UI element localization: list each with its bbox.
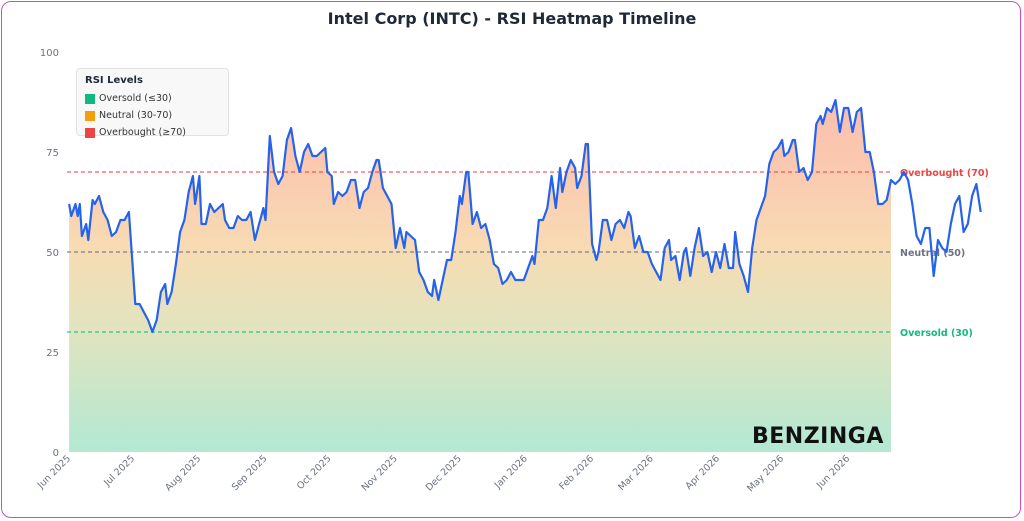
y-tick-label: 100 [40,48,59,59]
legend-swatch [85,127,95,138]
legend: RSI Levels Oversold (≤30) Neutral (30-70… [76,68,229,138]
legend-swatch [85,93,95,104]
x-tick-label: Feb 2026 [557,453,596,492]
reference-line-label: Overbought (70) [900,168,989,179]
x-tick-label: Oct 2025 [295,453,334,492]
legend-item-oversold: Oversold (≤30) [85,90,220,107]
legend-label: Oversold (≤30) [99,93,172,104]
x-tick-label: Jul 2025 [101,453,137,489]
legend-swatch [85,110,95,121]
x-tick-label: May 2026 [745,453,786,494]
x-tick-label: Dec 2025 [424,453,464,493]
rsi-line [68,98,982,334]
x-axis: Jun 2025 Jul 2025 Aug 2025 Sep 2025 Oct 2025… [35,453,852,494]
x-tick-label: Jan 2026 [492,453,530,491]
x-tick-label: Aug 2025 [163,453,203,493]
legend-label: Overbought (≥70) [99,127,186,138]
y-axis: 0 25 50 75 100 [40,48,59,459]
reference-line-label: Oversold (30) [900,328,973,339]
x-tick-label: Jun 2025 [35,453,73,491]
x-tick-label: Jun 2026 [814,453,852,491]
x-tick-label: Apr 2026 [683,453,722,492]
benzinga-logo: BENZINGA [752,424,884,449]
legend-item-neutral: Neutral (30-70) [85,107,220,124]
y-tick-label: 0 [53,448,59,459]
y-tick-label: 25 [46,348,59,359]
legend-title: RSI Levels [85,75,143,86]
legend-label: Neutral (30-70) [99,110,173,121]
x-tick-label: Nov 2025 [360,453,400,493]
x-tick-label: Mar 2026 [616,453,656,493]
y-tick-label: 50 [46,248,59,259]
y-tick-label: 75 [46,148,59,159]
x-tick-label: Sep 2025 [230,453,270,493]
chart-title: Intel Corp (INTC) - RSI Heatmap Timeline [327,9,697,28]
legend-item-overbought: Overbought (≥70) [85,124,220,141]
